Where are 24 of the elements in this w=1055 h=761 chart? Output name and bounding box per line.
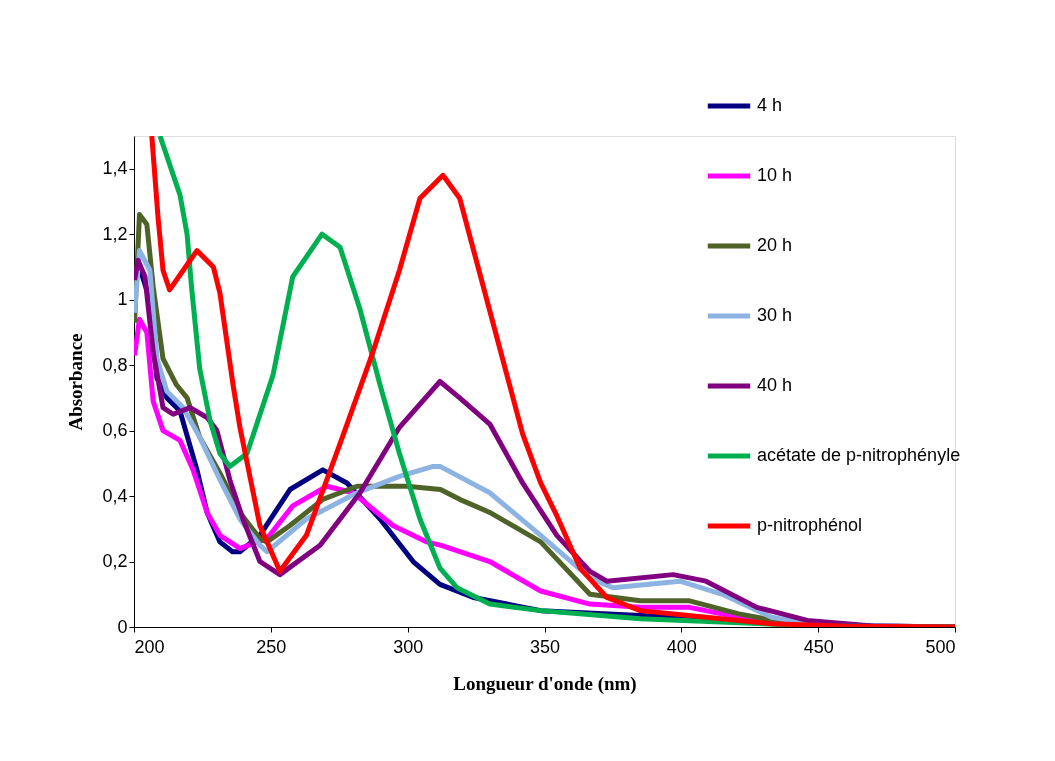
y-tick-label: 0,6 — [102, 420, 128, 441]
legend-label: p-nitrophénol — [757, 515, 863, 535]
y-tick-label: 0 — [117, 616, 128, 637]
legend-label: 10 h — [757, 165, 793, 185]
legend-label: 30 h — [757, 305, 793, 325]
legend-label: 40 h — [757, 375, 793, 395]
x-tick-label: 200 — [134, 636, 165, 657]
y-tick-label: 0,4 — [102, 485, 128, 506]
y-tick-label: 0,2 — [102, 551, 128, 572]
legend-label: 4 h — [757, 95, 783, 115]
x-tick-label: 400 — [666, 636, 697, 657]
y-tick-label: 0,8 — [102, 354, 128, 375]
x-tick-label: 300 — [393, 636, 424, 657]
y-tick-label: 1 — [117, 289, 128, 310]
legend-label: acétate de p-nitrophényle — [757, 445, 961, 465]
x-axis-title: Longueur d'onde (nm) — [453, 672, 637, 695]
y-axis-title: Absorbance — [65, 333, 87, 431]
y-tick-label: 1,4 — [102, 158, 128, 179]
x-tick-label: 250 — [256, 636, 287, 657]
x-tick-label: 350 — [529, 636, 561, 657]
x-tick-label: 450 — [803, 636, 834, 657]
legend-label: 20 h — [757, 235, 793, 255]
x-tick-label: 500 — [925, 636, 956, 657]
y-tick-label: 1,2 — [102, 223, 128, 244]
